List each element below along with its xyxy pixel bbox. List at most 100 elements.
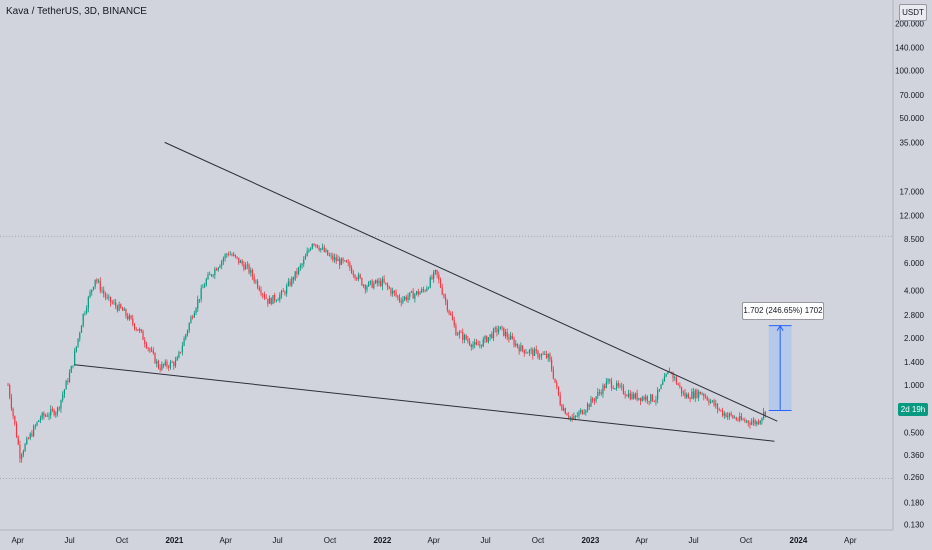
candle-body (486, 336, 488, 343)
candle-body (99, 280, 101, 291)
candle-body (511, 335, 513, 339)
measure-arrow-head (776, 324, 784, 331)
candle-body (638, 397, 640, 400)
time-tick-label: Jul (272, 536, 282, 545)
candle-body (104, 293, 107, 298)
candle-body (325, 250, 327, 252)
candle-body (465, 335, 467, 340)
candle-body (17, 437, 19, 445)
candle-body (255, 280, 257, 282)
candle-body (535, 349, 537, 351)
price-axis-panel (893, 0, 932, 550)
chart-title: Kava / TetherUS, 3D, BINANCE (6, 6, 147, 17)
candle-body (515, 343, 517, 346)
candle-body (231, 254, 233, 256)
candle-body (569, 417, 572, 418)
candle-body (380, 280, 382, 287)
candle-body (246, 264, 248, 266)
candle-body (166, 361, 168, 367)
candle-body (140, 329, 142, 332)
candle-body (542, 354, 544, 355)
candle-body (233, 254, 235, 256)
lower-trendline (74, 364, 775, 442)
time-tick-label: 2024 (790, 536, 808, 545)
candle-body (467, 339, 469, 342)
candle-body (588, 404, 590, 407)
candle-body (349, 262, 351, 269)
candle-body (332, 255, 334, 260)
candle-body (267, 298, 269, 304)
candle-body (739, 416, 741, 421)
candle-body (677, 383, 679, 386)
candle-body (658, 389, 660, 391)
candle-body (566, 413, 568, 416)
candle-body (409, 292, 411, 297)
candle-body (366, 286, 368, 290)
time-tick-label: Apr (844, 536, 857, 545)
time-tick-label: Apr (427, 536, 440, 545)
candle-body (745, 420, 748, 422)
candle-body (410, 291, 413, 293)
price-tick-label: 0.130 (904, 521, 925, 530)
candle-body (58, 407, 60, 409)
candle-body (224, 254, 226, 259)
candle-body (429, 277, 431, 288)
candle-body (458, 332, 460, 335)
candle-body (212, 275, 214, 276)
candle-body (533, 349, 536, 356)
candle-body (164, 361, 166, 366)
price-tick-label: 2.000 (904, 334, 925, 343)
candle-body (551, 359, 553, 370)
candle-body (385, 282, 387, 284)
candle-body (183, 338, 185, 346)
candle-body (188, 323, 190, 331)
candle-body (109, 296, 112, 303)
candle-body (489, 334, 491, 338)
candle-body (701, 393, 703, 395)
currency-button[interactable]: USDT (899, 4, 927, 21)
candle-body (583, 412, 585, 415)
candle-body (56, 407, 59, 413)
candle-body (607, 379, 609, 382)
candle-body (612, 387, 614, 389)
candle-body (335, 257, 337, 261)
price-tick-label: 1.000 (904, 381, 925, 390)
candle-body (328, 255, 330, 257)
candle-body (53, 409, 55, 416)
candle-body (422, 289, 425, 291)
candle-body (82, 313, 84, 326)
candle-body (626, 395, 628, 397)
candle-body (655, 399, 657, 402)
candle-body (436, 270, 438, 275)
candle-body (209, 274, 211, 276)
candle-body (532, 349, 534, 356)
candle-body (610, 380, 613, 388)
candle-body (727, 415, 729, 418)
time-tick-label: Jul (64, 536, 74, 545)
candle-body (157, 361, 160, 369)
candle-body (586, 404, 589, 411)
candle-body (318, 247, 320, 251)
candle-body (19, 444, 21, 459)
candle-body (506, 332, 508, 338)
candle-body (605, 381, 607, 389)
candle-body (116, 306, 118, 311)
price-tick-label: 0.500 (904, 429, 925, 438)
candle-body (479, 344, 481, 346)
candle-body (10, 397, 12, 409)
candle-body (679, 385, 681, 387)
candle-body (759, 420, 761, 424)
candle-body (388, 286, 390, 289)
candle-body (405, 296, 407, 300)
candle-body (557, 386, 560, 396)
price-tick-label: 8.500 (904, 235, 925, 244)
candle-body (752, 420, 754, 423)
candle-body (263, 294, 266, 298)
candle-body (60, 399, 62, 409)
candle-body (75, 346, 77, 352)
candle-body (716, 403, 719, 410)
candle-body (27, 438, 30, 440)
candle-body (450, 313, 452, 315)
